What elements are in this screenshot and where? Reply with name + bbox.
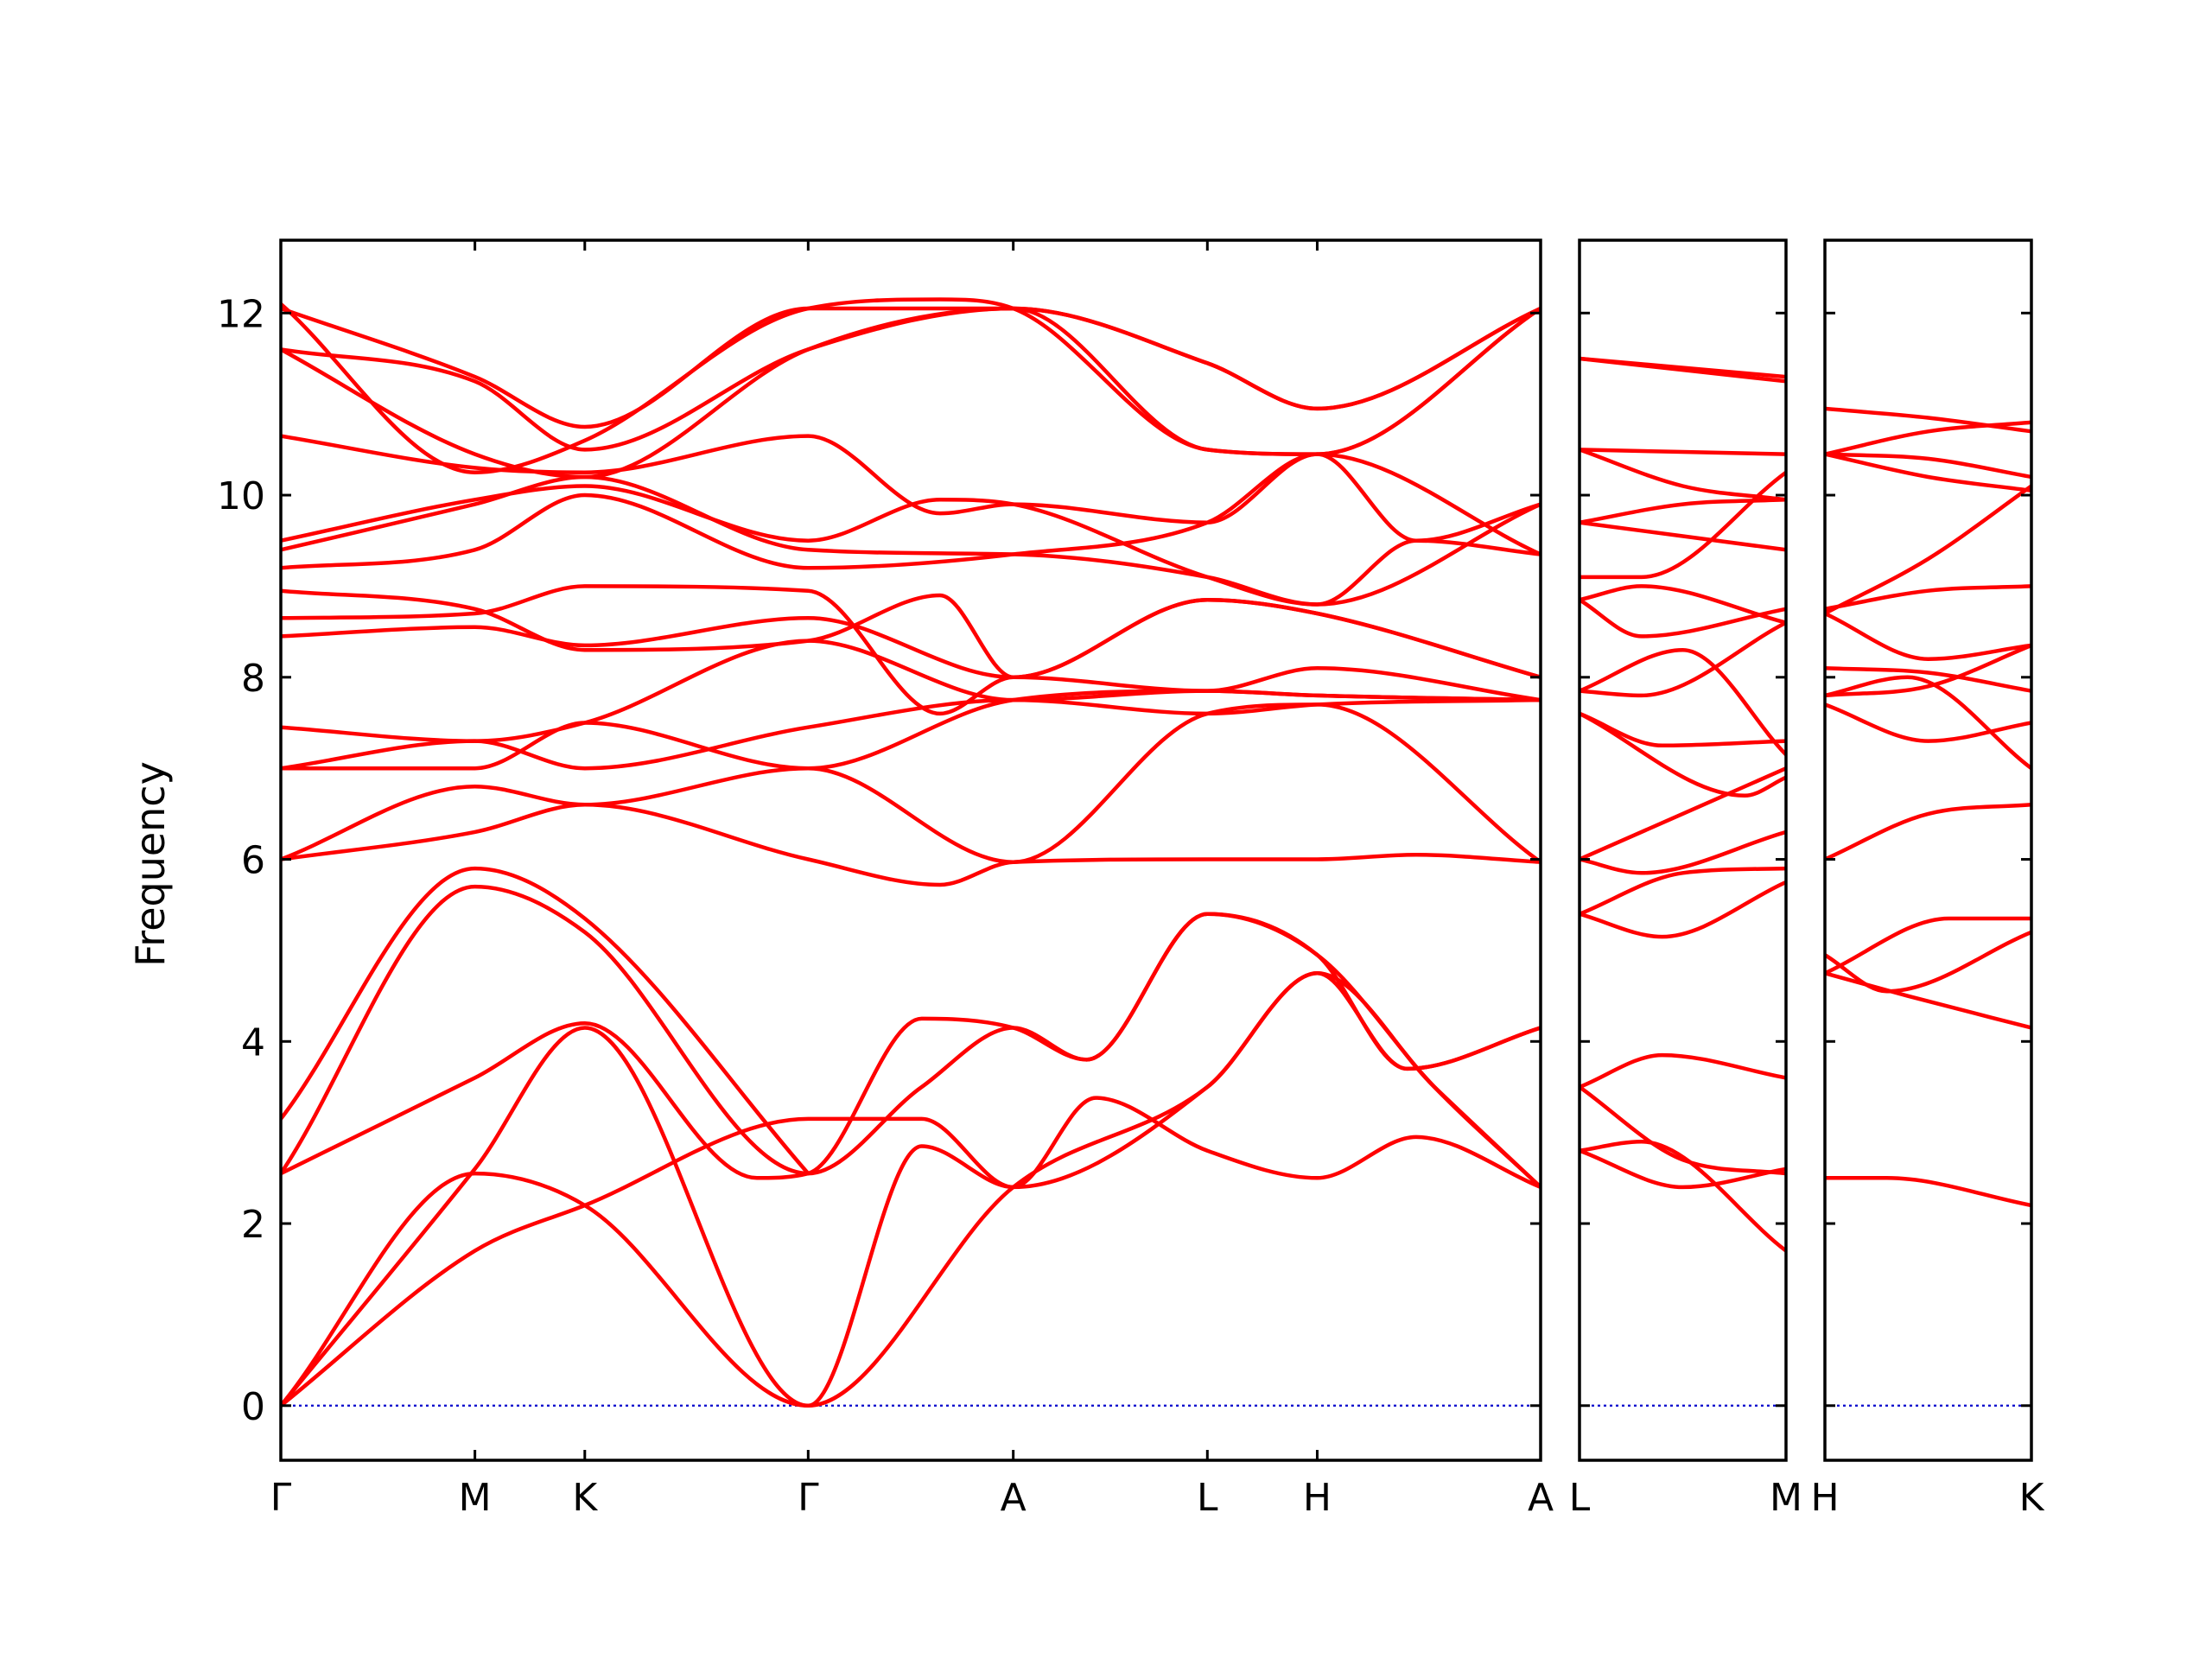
band-line (1580, 711, 1786, 748)
x-tick-label: A (1001, 1476, 1027, 1520)
band-line (281, 702, 1541, 864)
y-tick-label: 12 (217, 292, 265, 336)
x-tick-label: M (459, 1476, 492, 1520)
band-line (1825, 666, 2031, 693)
band-line (1825, 803, 2031, 861)
band-line (1580, 498, 1786, 524)
y-tick-label: 4 (241, 1020, 265, 1065)
band-line (1580, 1084, 1786, 1176)
x-tick-label: K (572, 1476, 598, 1520)
x-tick-label: A (1528, 1476, 1554, 1520)
band-line (1825, 971, 2031, 1030)
band-line (281, 434, 1541, 543)
band-line (1825, 420, 2031, 456)
x-tick-label: K (2019, 1476, 2045, 1520)
band-line (281, 484, 1541, 607)
bands-layer (281, 297, 2031, 1408)
x-tick-label: H (1303, 1476, 1332, 1520)
panel-2-bands (1580, 356, 1786, 1407)
band-line (1825, 930, 2031, 994)
panel-3-bands (1825, 406, 2031, 1407)
x-tick-label: L (1569, 1476, 1591, 1520)
band-line (1580, 766, 1786, 861)
band-line (1825, 702, 2031, 743)
y-tick-label: 0 (241, 1385, 265, 1429)
band-line (1580, 448, 1786, 456)
band-line (281, 306, 1541, 480)
band-line (1825, 584, 2031, 612)
band-line (281, 474, 1541, 607)
band-line (1580, 597, 1786, 639)
band-line (281, 884, 1541, 1176)
panel-1-frame (279, 238, 1542, 1462)
band-line (1825, 916, 2031, 976)
band-line (281, 971, 1541, 1408)
band-line (281, 306, 1541, 456)
band-line (281, 297, 1541, 474)
band-line (281, 584, 1541, 716)
band-line (1580, 1148, 1786, 1190)
band-line (281, 803, 1541, 887)
panel-3-frame (1823, 238, 2033, 1462)
band-line (1580, 866, 1786, 917)
band-line (281, 971, 1541, 1408)
band-line (281, 912, 1541, 1190)
y-tick-label: 10 (217, 474, 265, 518)
y-axis-label: Frequency (127, 761, 174, 967)
band-line (1825, 675, 2031, 771)
y-tick-label: 8 (241, 657, 265, 701)
band-line (1580, 880, 1786, 939)
band-line (1825, 1176, 2031, 1208)
band-line (1580, 647, 1786, 757)
band-line (1580, 470, 1786, 580)
band-line (281, 1096, 1541, 1408)
x-tick-label: M (1770, 1476, 1802, 1520)
band-line (281, 597, 1541, 680)
band-line (1825, 484, 2031, 616)
band-line (1580, 356, 1786, 379)
band-line (1825, 643, 2031, 698)
band-line (281, 588, 1541, 680)
x-tick-label: Γ (798, 1476, 819, 1520)
panel-2-frame (1578, 238, 1788, 1462)
y-tick-label: 6 (241, 839, 265, 883)
band-line (1580, 830, 1786, 875)
band-line (1580, 1139, 1786, 1253)
band-line (1825, 611, 2031, 661)
band-line (1580, 520, 1786, 552)
band-line (1580, 1052, 1786, 1090)
band-line (1825, 452, 2031, 493)
band-line (281, 639, 1541, 743)
y-tick-label: 2 (241, 1203, 265, 1247)
panel-1-bands (281, 297, 1541, 1408)
band-line (1825, 406, 2031, 434)
x-tick-label: Γ (270, 1476, 292, 1520)
band-line (1580, 620, 1786, 698)
band-line (1825, 452, 2031, 480)
band-line (1580, 448, 1786, 502)
x-tick-label: H (1810, 1476, 1839, 1520)
x-tick-label: L (1197, 1476, 1218, 1520)
band-line (281, 866, 810, 1176)
band-line (1580, 711, 1786, 798)
band-line (281, 306, 1541, 429)
band-line (1580, 584, 1786, 625)
